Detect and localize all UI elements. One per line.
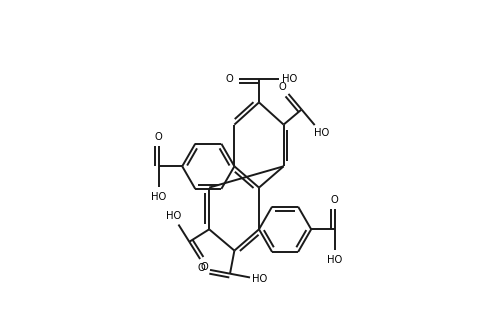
Text: O: O — [155, 132, 163, 142]
Text: HO: HO — [327, 255, 342, 265]
Text: O: O — [279, 82, 287, 92]
Text: O: O — [198, 263, 205, 273]
Text: O: O — [201, 261, 209, 272]
Text: HO: HO — [314, 128, 329, 138]
Text: HO: HO — [282, 74, 297, 84]
Text: HO: HO — [151, 192, 166, 202]
Text: O: O — [226, 74, 234, 84]
Text: HO: HO — [165, 211, 181, 221]
Text: HO: HO — [252, 274, 268, 284]
Text: O: O — [331, 195, 338, 205]
